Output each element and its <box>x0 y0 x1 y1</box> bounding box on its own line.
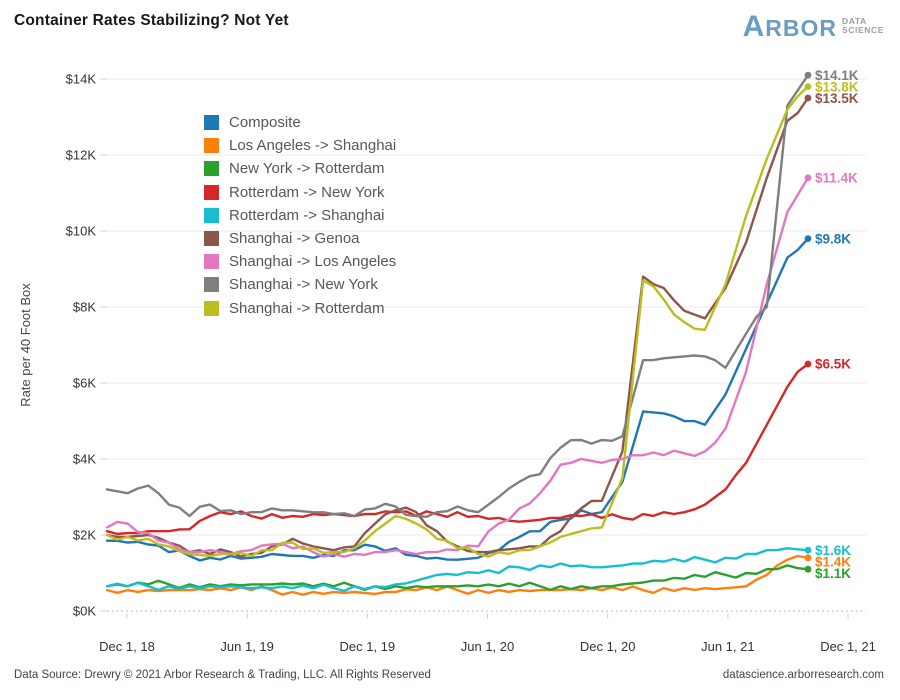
series-line-composite[interactable] <box>105 237 810 562</box>
logo-sub-top: DATA <box>842 16 867 26</box>
legend-item-rotterdam-shanghai[interactable]: Rotterdam -> Shanghai <box>204 204 396 227</box>
series-end-value-label: $14.1K <box>815 68 859 83</box>
legend-label: Rotterdam -> New York <box>229 183 385 201</box>
legend-item-los-angeles-shanghai[interactable]: Los Angeles -> Shanghai <box>204 134 396 157</box>
legend-swatch-shanghai-new-york <box>204 277 219 293</box>
series-line-new-york-rotterdam[interactable] <box>105 564 810 592</box>
series-end-dot <box>804 83 812 90</box>
legend-item-composite[interactable]: Composite <box>204 111 396 134</box>
x-axis-tick-label: Dec 1, 21 <box>820 639 876 654</box>
x-axis-tick-label: Jun 1, 19 <box>220 639 274 654</box>
series-end-value-label: $6.5K <box>815 357 851 372</box>
legend-swatch-los-angeles-shanghai <box>204 138 219 154</box>
series-end-dot <box>804 71 812 79</box>
series-end-value-label: $13.5K <box>815 91 859 106</box>
series-end-dot <box>804 174 812 182</box>
legend-label: Los Angeles -> Shanghai <box>229 137 397 155</box>
website-text: datascience.arborresearch.com <box>722 669 884 681</box>
series-end-dot <box>804 235 812 243</box>
series-line-shanghai-rotterdam[interactable] <box>105 85 810 558</box>
y-axis-tick-label: $6K <box>73 376 96 391</box>
legend-swatch-rotterdam-new-york <box>204 184 219 200</box>
x-axis-tick-label: Dec 1, 18 <box>99 639 155 654</box>
x-axis-tick-label: Dec 1, 20 <box>580 639 636 654</box>
legend-item-shanghai-new-york[interactable]: Shanghai -> New York <box>204 273 396 296</box>
series-line-rotterdam-shanghai[interactable] <box>105 547 810 593</box>
y-axis-tick-label: $14K <box>66 72 97 87</box>
series-end-value-label: $11.4K <box>815 171 858 186</box>
y-axis-tick-label: $2K <box>73 528 96 543</box>
legend-item-new-york-rotterdam[interactable]: New York -> Rotterdam <box>204 157 396 180</box>
series-line-shanghai-los-angeles[interactable] <box>105 176 810 558</box>
series-end-value-label: $1.6K <box>815 543 851 558</box>
series-end-value-label: $13.8K <box>815 79 859 94</box>
series-end-dot <box>804 565 812 573</box>
x-axis-tick-label: Jun 1, 21 <box>701 639 755 654</box>
y-axis-tick-label: $0K <box>73 604 96 619</box>
y-axis-tick-label: $10K <box>66 224 97 239</box>
series-end-dot <box>804 94 812 102</box>
y-axis-title: Rate per 40 Foot Box <box>18 283 33 407</box>
arbor-wordmark: ARBOR <box>742 10 837 43</box>
series-line-shanghai-genoa[interactable] <box>105 96 810 558</box>
chart-legend: Composite Los Angeles -> Shanghai New York… <box>204 111 396 320</box>
series-line-los-angeles-shanghai[interactable] <box>105 554 810 596</box>
y-axis-tick-label: $8K <box>73 300 96 315</box>
legend-item-shanghai-genoa[interactable]: Shanghai -> Genoa <box>204 227 396 250</box>
series-end-dot <box>804 360 812 368</box>
series-line-shanghai-new-york[interactable] <box>105 74 810 518</box>
legend-label: Shanghai -> Los Angeles <box>229 253 397 271</box>
legend-label: Shanghai -> Genoa <box>229 230 360 248</box>
x-axis-tick-label: Jun 1, 20 <box>461 639 515 654</box>
arbor-logo: ARBOR DATA SCIENCE <box>743 12 884 42</box>
y-axis-tick-label: $12K <box>66 148 97 163</box>
y-axis-tick-label: $4K <box>73 452 96 467</box>
legend-swatch-shanghai-rotterdam <box>204 300 219 316</box>
legend-swatch-composite <box>204 115 219 131</box>
legend-label: Rotterdam -> Shanghai <box>229 206 385 224</box>
legend-swatch-rotterdam-shanghai <box>204 207 219 223</box>
legend-label: Composite <box>229 114 301 132</box>
series-end-value-label: $9.8K <box>815 231 851 246</box>
series-end-dot <box>804 554 812 562</box>
legend-label: Shanghai -> Rotterdam <box>229 299 385 317</box>
legend-item-rotterdam-new-york[interactable]: Rotterdam -> New York <box>204 181 396 204</box>
page-title: Container Rates Stabilizing? Not Yet <box>14 12 289 29</box>
data-source-note: Data Source: Drewry © 2021 Arbor Researc… <box>14 669 431 681</box>
series-line-rotterdam-new-york[interactable] <box>105 362 810 536</box>
series-end-value-label: $1.1K <box>815 566 851 581</box>
series-end-dot <box>804 546 812 554</box>
series-end-value-label: $1.4K <box>815 554 851 569</box>
legend-swatch-shanghai-los-angeles <box>204 254 219 270</box>
legend-label: New York -> Rotterdam <box>229 160 385 178</box>
legend-swatch-shanghai-genoa <box>204 231 219 247</box>
legend-item-shanghai-rotterdam[interactable]: Shanghai -> Rotterdam <box>204 297 396 320</box>
x-axis-tick-label: Dec 1, 19 <box>340 639 396 654</box>
footer: Data Source: Drewry © 2021 Arbor Researc… <box>14 669 884 681</box>
legend-swatch-new-york-rotterdam <box>204 161 219 177</box>
logo-sub-bottom: SCIENCE <box>842 24 884 35</box>
legend-label: Shanghai -> New York <box>229 276 378 294</box>
legend-item-shanghai-los-angeles[interactable]: Shanghai -> Los Angeles <box>204 250 396 273</box>
arbor-logo-subtext: DATA SCIENCE <box>842 17 884 34</box>
